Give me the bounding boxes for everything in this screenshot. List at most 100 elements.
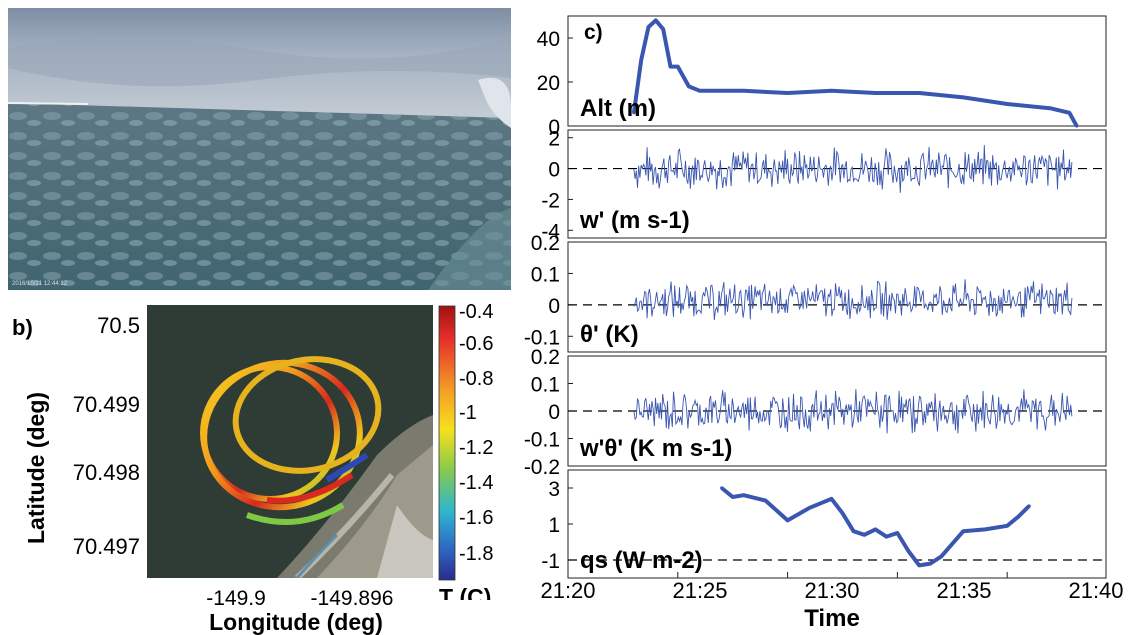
- colorbar-tick: -1.8: [459, 543, 493, 565]
- y-tick-label: -0.1: [524, 326, 560, 349]
- series-trace: [633, 389, 1073, 434]
- colorbar-tick: -1.4: [459, 472, 493, 494]
- y-tick-label: 3: [548, 478, 560, 501]
- data-point: [961, 529, 965, 533]
- y-tick-label: 0: [548, 159, 560, 182]
- data-point: [731, 495, 735, 499]
- data-point: [720, 486, 724, 490]
- subplot-3: 0.2 0.1 0 -0.1 -0.2 w'θ' (K m s-1): [524, 346, 1107, 479]
- data-point: [862, 533, 867, 537]
- colorbar-tick: -1.2: [459, 437, 493, 459]
- subplot-2: 0.2 0.1 0 -0.1 θ' (K): [524, 232, 1107, 353]
- data-point: [829, 497, 834, 501]
- colorbar-tick: -0.8: [459, 368, 493, 390]
- subplot-ylabel: w'θ' (K m s-1): [579, 435, 732, 462]
- subplot-frame: [567, 129, 1107, 239]
- subplot-frame: [567, 241, 1107, 353]
- subplot-ylabel: Alt (m): [580, 95, 656, 122]
- subplot-ylabel: w' (m s-1): [579, 207, 690, 234]
- data-point: [1027, 504, 1031, 508]
- y-tick-label: 0.1: [531, 374, 560, 397]
- data-point: [851, 529, 856, 533]
- y-tick-label: 0: [548, 401, 560, 424]
- y-tick-label: -1: [541, 550, 560, 573]
- data-point: [1005, 102, 1009, 106]
- data-point: [884, 535, 889, 539]
- panel-b-label: b): [12, 315, 33, 340]
- time-tick: 21:20: [540, 578, 595, 603]
- data-point: [1067, 111, 1072, 115]
- panel-c-label: c): [584, 21, 603, 44]
- subplot-1: 2 0 -2 -4 w' (m s-1): [541, 128, 1107, 243]
- series-trace: [633, 279, 1073, 321]
- data-point: [764, 499, 768, 503]
- data-point: [829, 89, 834, 93]
- data-point: [687, 84, 691, 88]
- data-point: [1049, 106, 1053, 110]
- data-point: [1016, 515, 1020, 519]
- subplot-ylabel: θ' (K): [580, 321, 639, 348]
- y-tick-label: 1: [548, 514, 560, 537]
- data-point: [873, 91, 878, 95]
- colorbar: -0.4 -0.6 -0.8 -1 -1.2 -1.4 -1.6 -1.8 T …: [438, 301, 493, 600]
- time-tick: 21:35: [936, 578, 991, 603]
- data-point: [661, 27, 665, 31]
- y-tick-label: -4: [541, 220, 560, 243]
- y-tick-label: 0.2: [531, 346, 560, 369]
- data-point: [676, 65, 680, 69]
- data-point: [742, 89, 746, 93]
- data-point: [654, 18, 658, 22]
- y-tick-label: 40: [537, 28, 560, 51]
- data-point: [917, 91, 921, 95]
- y-tick-label: 20: [537, 72, 560, 95]
- time-tick: 21:25: [672, 578, 727, 603]
- data-point: [939, 554, 943, 559]
- subplot-0: 40 20 0 Alt (m): [537, 15, 1107, 139]
- colorbar-label: T (C): [439, 584, 491, 600]
- series-trace: [633, 145, 1073, 193]
- map-image: [147, 305, 433, 578]
- data-point: [1005, 524, 1009, 528]
- data-point: [807, 506, 812, 510]
- data-point: [639, 58, 643, 62]
- data-point: [632, 111, 636, 115]
- colorbar-tick: -1.6: [459, 507, 493, 529]
- data-point: [785, 91, 790, 95]
- data-point: [961, 95, 965, 99]
- data-point: [742, 493, 746, 497]
- data-point: [906, 549, 910, 553]
- data-point: [1075, 124, 1079, 128]
- time-tick: 21:30: [804, 578, 859, 603]
- time-xlabel: Time: [804, 605, 860, 632]
- data-point: [785, 518, 790, 523]
- series-line: [720, 486, 1031, 568]
- series-line: [631, 18, 1079, 127]
- data-point: [895, 531, 899, 535]
- colorbar-tick: -0.4: [459, 301, 493, 323]
- subplot-frame: [567, 15, 1107, 127]
- data-point: [698, 89, 702, 93]
- data-point: [840, 511, 845, 515]
- y-tick-label: -2: [541, 189, 560, 212]
- subplot-4: 3 1 -1 qs (W m-2): [541, 469, 1107, 579]
- colorbar-tick: -0.6: [459, 333, 493, 355]
- data-point: [928, 562, 932, 566]
- data-point: [668, 65, 673, 69]
- data-point: [983, 527, 987, 532]
- time-tick: 21:40: [1068, 578, 1123, 603]
- y-tick-label: -0.1: [524, 429, 560, 452]
- subplot-ylabel: qs (W m-2): [580, 547, 703, 574]
- y-tick-label: 0: [548, 116, 560, 139]
- y-tick-label: 2: [548, 128, 560, 151]
- arctic-sea-ice-photo: 2016/10/21 12:44:12: [8, 8, 511, 290]
- data-point: [917, 563, 921, 568]
- y-tick-label: 0.1: [531, 263, 560, 286]
- photo-timestamp: 2016/10/21 12:44:12: [12, 281, 68, 287]
- data-point: [646, 25, 651, 29]
- data-point: [873, 527, 878, 532]
- y-tick-label: -0.2: [524, 456, 560, 479]
- y-tick-label: 0.2: [531, 232, 560, 255]
- colorbar-tick: -1: [459, 402, 477, 424]
- y-tick-label: 0: [548, 295, 560, 318]
